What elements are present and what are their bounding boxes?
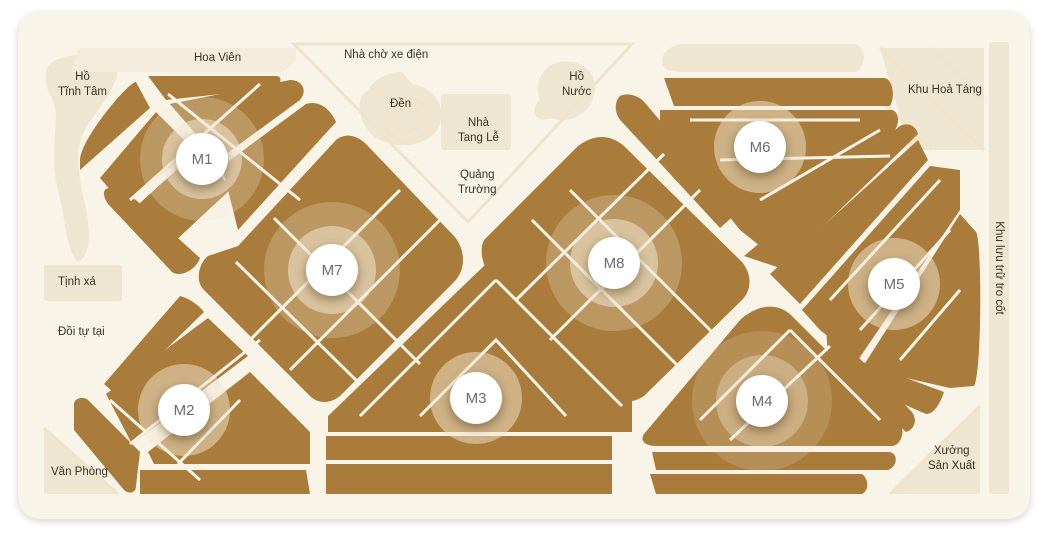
marker-m4[interactable]: M4 <box>736 375 788 427</box>
label-khu-luu-tru-tro-cot: Khu lưu trữ tro cốt <box>993 221 1005 315</box>
label-xuong-san-xuat: Xưởng Sản Xuất <box>928 444 975 474</box>
label-tinh-xa: Tịnh xá <box>58 276 96 288</box>
label-hoa-vien: Hoa Viên <box>194 52 242 64</box>
label-ho-nuoc: Hồ Nước <box>562 70 591 100</box>
label-xuong-san-xuat-line2: Sản Xuất <box>928 460 976 472</box>
marker-m5[interactable]: M5 <box>868 258 920 310</box>
label-ho-nuoc-line1: Hồ <box>569 71 584 83</box>
cemetery-map: Hồ Tĩnh Tâm Hoa Viên Nhà chờ xe điện Đền… <box>18 12 1030 519</box>
marker-m3[interactable]: M3 <box>450 372 502 424</box>
label-quang-truong-line2: Trường <box>458 184 497 196</box>
label-van-phong: Văn Phòng <box>51 466 108 478</box>
tinh-xa-block <box>44 265 122 301</box>
lake-tinh-tam <box>45 52 118 262</box>
storage-strip <box>989 42 1009 494</box>
marker-halos <box>138 97 940 471</box>
label-xuong-san-xuat-line1: Xưởng <box>933 445 970 457</box>
label-quang-truong: Quảng Trường <box>458 168 496 198</box>
label-ho-tinh-tam-line2: Tĩnh Tâm <box>58 86 107 98</box>
label-ho-tinh-tam-line1: Hồ <box>75 71 90 83</box>
label-nha-cho-xe-dien: Nhà chờ xe điện <box>344 49 429 61</box>
label-khu-hoa-tang: Khu Hoả Táng <box>908 84 982 96</box>
label-ho-nuoc-line2: Nước <box>562 86 592 98</box>
label-nha-tang-le: Nhà Tang Lễ <box>458 116 499 146</box>
marker-m7[interactable]: M7 <box>306 244 358 296</box>
label-quang-truong-line1: Quảng <box>459 169 495 181</box>
funeral-home-block <box>441 94 511 150</box>
label-ho-tinh-tam: Hồ Tĩnh Tâm <box>58 70 107 100</box>
marker-m2[interactable]: M2 <box>158 384 210 436</box>
hoa-tang-area <box>662 44 864 72</box>
label-den: Đền <box>390 98 412 110</box>
marker-m1[interactable]: M1 <box>176 133 228 185</box>
label-nha-tang-le-line2: Tang Lễ <box>458 132 499 144</box>
label-doi-tu-tai: Đồi tự tại <box>58 326 105 338</box>
garden-hoa-vien <box>72 48 296 72</box>
marker-m8[interactable]: M8 <box>588 237 640 289</box>
lake-nuoc <box>534 61 596 121</box>
marker-m6[interactable]: M6 <box>734 121 786 173</box>
label-nha-tang-le-line1: Nhà <box>467 117 490 129</box>
